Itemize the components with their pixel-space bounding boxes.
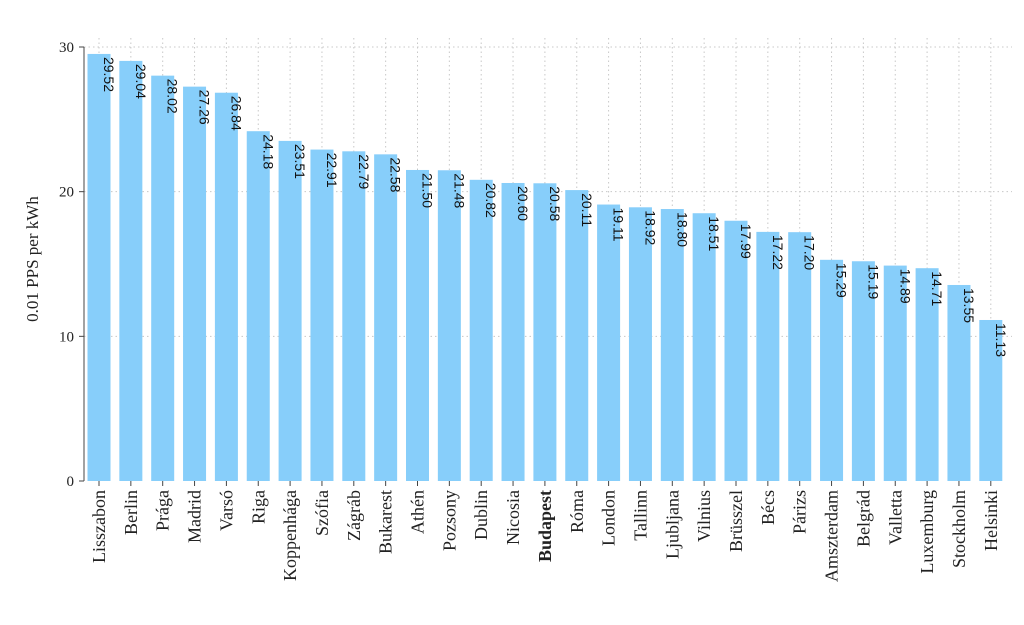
bar-value-label: 20.58 xyxy=(547,186,563,221)
bar xyxy=(915,268,939,481)
bar xyxy=(183,86,207,481)
bar xyxy=(979,319,1003,481)
x-tick-label: Luxemburg xyxy=(917,490,937,574)
bar-value-label: 22.79 xyxy=(356,154,372,189)
bar-value-label: 27.26 xyxy=(197,90,213,125)
bar xyxy=(278,140,302,481)
bar-value-label: 13.55 xyxy=(961,288,977,323)
bar xyxy=(406,169,429,481)
bar xyxy=(374,154,398,482)
x-tick-label: Helsinki xyxy=(981,490,1001,551)
x-tick-label: Budapest xyxy=(535,490,555,562)
x-tick-label: Dublin xyxy=(471,490,491,540)
axes: 0 10 20 30 Lisszabon Berlin Prága Madrid Varsó Ri… xyxy=(59,40,1001,582)
x-tick-label: Koppenhága xyxy=(280,490,300,581)
bar xyxy=(724,220,748,481)
bar-value-label: 17.20 xyxy=(802,235,818,270)
bar-value-label: 18.80 xyxy=(674,212,690,247)
bar-value-label: 15.19 xyxy=(865,264,881,299)
bar xyxy=(883,265,907,481)
bar-value-label: 14.71 xyxy=(929,271,945,306)
x-tick-label: Madrid xyxy=(185,490,205,543)
bar xyxy=(151,75,175,482)
x-tick-label: Brüsszel xyxy=(726,490,746,552)
bar-value-label: 20.82 xyxy=(483,183,499,218)
bar-value-label: 26.84 xyxy=(228,96,244,131)
y-tick-label: 10 xyxy=(59,329,74,345)
bar xyxy=(851,261,875,481)
x-tick-label: Athén xyxy=(408,490,428,534)
x-tick-label: Valletta xyxy=(885,490,905,545)
x-tick-label: Zágráb xyxy=(344,490,364,541)
x-tick-label: Vilnius xyxy=(694,490,714,542)
x-tick-label: Tallinn xyxy=(630,490,650,541)
bar xyxy=(660,209,684,481)
x-tick-label: Lisszabon xyxy=(89,490,109,563)
bar xyxy=(533,183,557,481)
bar xyxy=(87,53,111,481)
bar xyxy=(214,92,238,482)
bar xyxy=(788,232,812,481)
y-tick-label: 30 xyxy=(59,40,74,56)
bar xyxy=(628,207,652,482)
bar xyxy=(947,284,971,481)
x-tick-label: Pozsony xyxy=(439,490,459,551)
x-tick-label: Amszterdam xyxy=(822,490,842,582)
bar-value-label: 15.29 xyxy=(834,263,850,298)
y-tick-label: 20 xyxy=(59,185,74,201)
bar xyxy=(756,231,780,481)
bar-value-label: 17.99 xyxy=(738,224,754,259)
bar-value-label: 17.22 xyxy=(770,235,786,270)
bar-value-label: 22.58 xyxy=(388,157,404,192)
bar xyxy=(342,151,366,481)
bar-value-label: 11.13 xyxy=(993,323,1009,357)
bar-value-label: 23.51 xyxy=(292,144,308,179)
bar xyxy=(310,149,334,481)
bar-value-label: 14.89 xyxy=(897,269,913,304)
bar xyxy=(820,259,844,481)
bar-value-label: 20.11 xyxy=(579,193,595,227)
bar-value-label: 19.11 xyxy=(611,208,627,242)
x-tick-label: Varsó xyxy=(216,490,236,531)
bar xyxy=(692,213,716,482)
bar-value-label: 29.52 xyxy=(101,57,117,92)
bar-value-label: 20.60 xyxy=(515,186,531,221)
x-tick-label: Belgrád xyxy=(853,490,873,547)
bar-value-label: 21.48 xyxy=(451,173,467,208)
x-tick-label: Ljubljana xyxy=(662,490,682,559)
bars: 29.52 29.04 28.02 27.26 26.84 24.18 23.51 22.91… xyxy=(87,53,1009,482)
x-tick-label: Stockholm xyxy=(949,490,969,568)
bar xyxy=(246,131,270,482)
bar xyxy=(437,170,461,482)
x-tick-label: London xyxy=(599,490,619,546)
x-tick-label: Párizs xyxy=(790,490,810,534)
x-tick-label: Bécs xyxy=(758,490,778,525)
bar xyxy=(597,204,621,482)
x-tick-label: Riga xyxy=(248,490,268,524)
y-tick-label: 0 xyxy=(67,474,75,490)
bar xyxy=(119,60,143,481)
x-tick-label: Berlin xyxy=(121,490,141,535)
bar-value-label: 18.51 xyxy=(706,216,722,251)
bar-value-label: 24.18 xyxy=(260,134,276,169)
x-tick-label: Róma xyxy=(567,490,587,533)
x-tick-label: Nicosia xyxy=(503,490,523,545)
bar xyxy=(469,179,493,481)
bar-value-label: 18.92 xyxy=(642,210,658,245)
x-tick-label: Bukarest xyxy=(376,490,396,554)
bar xyxy=(501,182,525,481)
x-tick-label: Szófia xyxy=(312,490,332,536)
bar-value-label: 21.50 xyxy=(420,173,436,208)
bar xyxy=(565,190,589,482)
x-tick-label: Prága xyxy=(153,490,173,531)
y-axis-label: 0.01 PPS per kWh xyxy=(23,196,42,322)
bar-value-label: 28.02 xyxy=(165,79,181,114)
bar-value-label: 29.04 xyxy=(133,64,149,99)
bar-value-label: 22.91 xyxy=(324,153,340,188)
